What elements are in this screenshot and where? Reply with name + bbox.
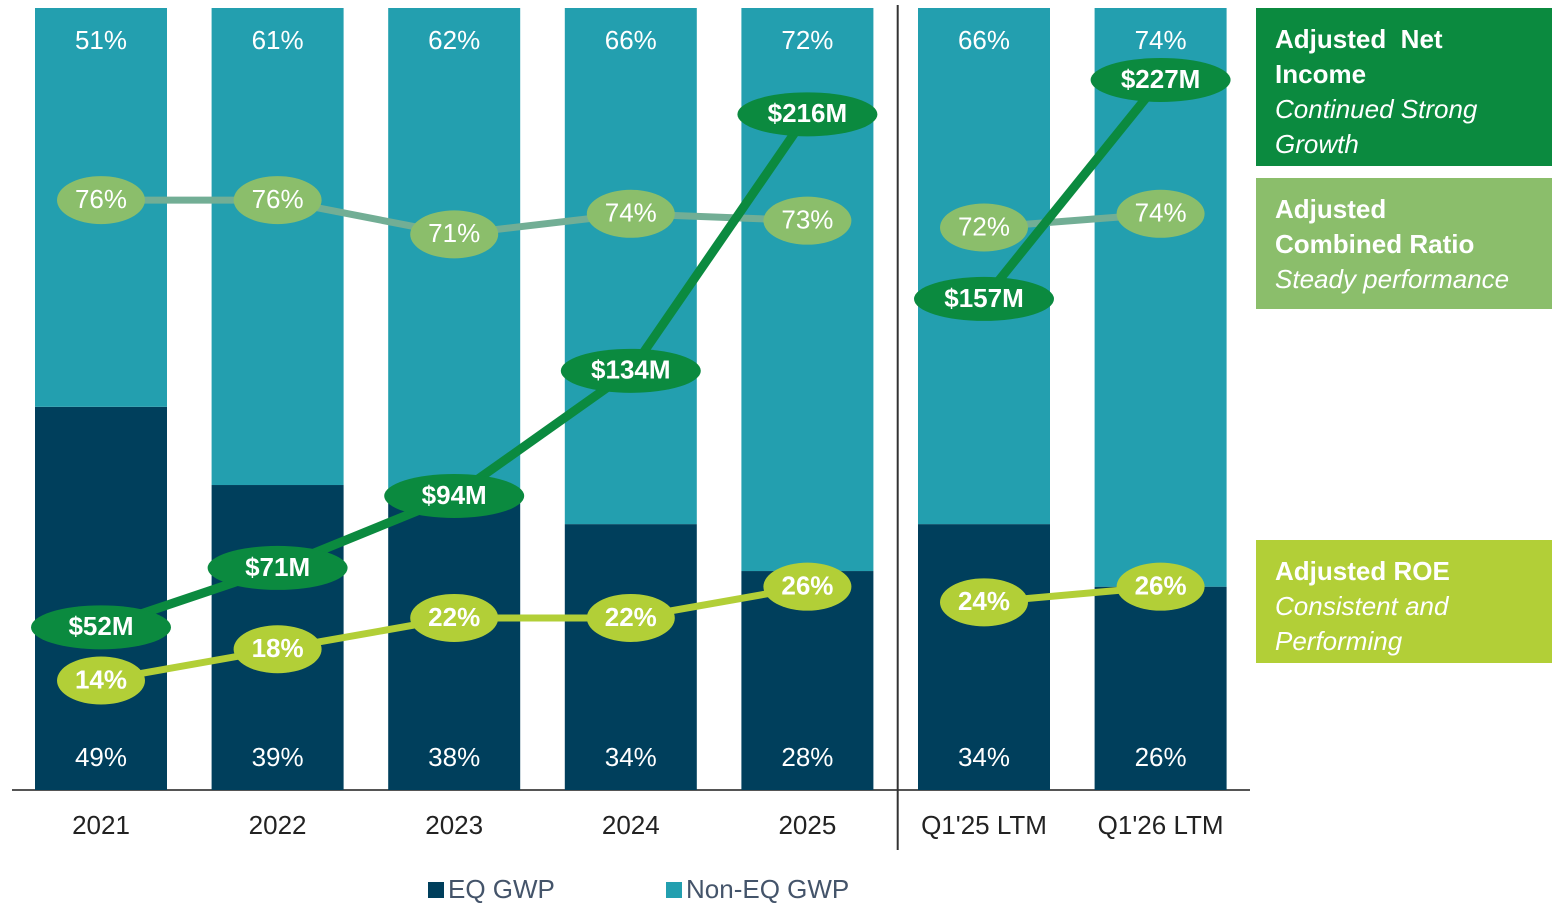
line-value-label: $157M xyxy=(944,283,1024,313)
line-value-label: 14% xyxy=(75,664,127,694)
line-value-label: 74% xyxy=(1135,198,1187,228)
line-value-label: $134M xyxy=(591,355,671,385)
legend-subtitle: Continued Strong Growth xyxy=(1275,94,1478,159)
line-value-label: $216M xyxy=(768,98,848,128)
line-value-label: 76% xyxy=(75,184,127,214)
line-point xyxy=(31,605,171,650)
bar-segment xyxy=(564,8,697,525)
line-point xyxy=(57,176,145,225)
line-value-label: 24% xyxy=(958,586,1010,616)
line-point xyxy=(410,593,499,642)
bar-value-label: 66% xyxy=(958,25,1010,55)
line-point xyxy=(57,656,145,705)
line-point xyxy=(233,625,322,674)
line-value-label: 26% xyxy=(781,571,833,601)
legend-title: Adjusted ROE xyxy=(1275,556,1450,586)
legend-swatch xyxy=(428,882,444,898)
x-tick-label: Q1'25 LTM xyxy=(921,810,1047,840)
legend-panel: Adjusted Net Income Continued Strong Grow… xyxy=(1256,8,1552,166)
bar-value-label: 39% xyxy=(252,742,304,772)
line-point xyxy=(233,176,322,225)
x-tick-label: 2024 xyxy=(602,810,660,840)
bar-segment xyxy=(1094,8,1227,587)
legend-swatch xyxy=(666,882,682,898)
x-tick-label: Q1'26 LTM xyxy=(1098,810,1224,840)
bar-segment xyxy=(918,524,1050,790)
legend-panel: Adjusted ROE Consistent and Performing xyxy=(1256,540,1552,663)
legend-panel: Adjusted Combined Ratio Steady performanc… xyxy=(1256,178,1552,309)
line-point xyxy=(410,210,499,259)
line-value-label: 22% xyxy=(428,602,480,632)
line-point xyxy=(940,203,1028,252)
bar-value-label: 26% xyxy=(1135,742,1187,772)
legend-label: Non-EQ GWP xyxy=(686,874,849,903)
legend-subtitle: Consistent and Performing xyxy=(1275,591,1449,656)
bar-value-label: 61% xyxy=(252,25,304,55)
legend-title: Adjusted Net Income xyxy=(1275,24,1450,89)
legend-label: EQ GWP xyxy=(448,874,555,903)
line-value-label: $227M xyxy=(1121,64,1201,94)
bar-value-label: 51% xyxy=(75,25,127,55)
line-value-label: 74% xyxy=(605,198,657,228)
line-value-label: 72% xyxy=(958,211,1010,241)
line-value-label: 73% xyxy=(781,205,833,235)
bar-value-label: 62% xyxy=(428,25,480,55)
x-tick-label: 2021 xyxy=(72,810,130,840)
line-value-label: $52M xyxy=(68,611,133,641)
bar-segment xyxy=(35,406,167,790)
line-point xyxy=(763,562,852,611)
line-point xyxy=(1116,562,1205,611)
line-value-label: 26% xyxy=(1135,571,1187,601)
bar-segment xyxy=(918,8,1050,525)
legend-subtitle: Steady performance xyxy=(1275,264,1510,294)
line-point xyxy=(586,593,675,642)
line-value-label: $94M xyxy=(422,480,487,510)
bar-value-label: 34% xyxy=(605,742,657,772)
x-tick-label: 2023 xyxy=(425,810,483,840)
bar-value-label: 28% xyxy=(781,742,833,772)
line-point xyxy=(1090,57,1231,102)
line-point xyxy=(207,545,348,590)
bar-segment xyxy=(211,8,344,486)
line-point xyxy=(914,276,1054,321)
line-value-label: 18% xyxy=(252,633,304,663)
line-value-label: 76% xyxy=(252,184,304,214)
line-point xyxy=(560,348,701,393)
line-point xyxy=(763,196,852,245)
line-point xyxy=(940,578,1028,627)
line-segment xyxy=(627,111,812,374)
line-point xyxy=(586,189,675,238)
line-value-label: $71M xyxy=(245,552,310,582)
bar-value-label: 72% xyxy=(781,25,833,55)
bar-segment xyxy=(1094,586,1227,790)
bar-value-label: 66% xyxy=(605,25,657,55)
x-tick-label: 2025 xyxy=(778,810,836,840)
bar-value-label: 38% xyxy=(428,742,480,772)
line-point xyxy=(1116,189,1205,238)
line-segment xyxy=(451,367,634,500)
legend-title: Adjusted Combined Ratio xyxy=(1275,194,1475,259)
bar-value-label: 49% xyxy=(75,742,127,772)
line-segment xyxy=(980,77,1165,302)
bar-segment xyxy=(564,524,697,790)
bar-value-label: 74% xyxy=(1135,25,1187,55)
line-point xyxy=(737,92,878,137)
x-tick-label: 2022 xyxy=(249,810,307,840)
line-value-label: 71% xyxy=(428,218,480,248)
bar-value-label: 34% xyxy=(958,742,1010,772)
line-point xyxy=(384,473,525,518)
line-value-label: 22% xyxy=(605,602,657,632)
